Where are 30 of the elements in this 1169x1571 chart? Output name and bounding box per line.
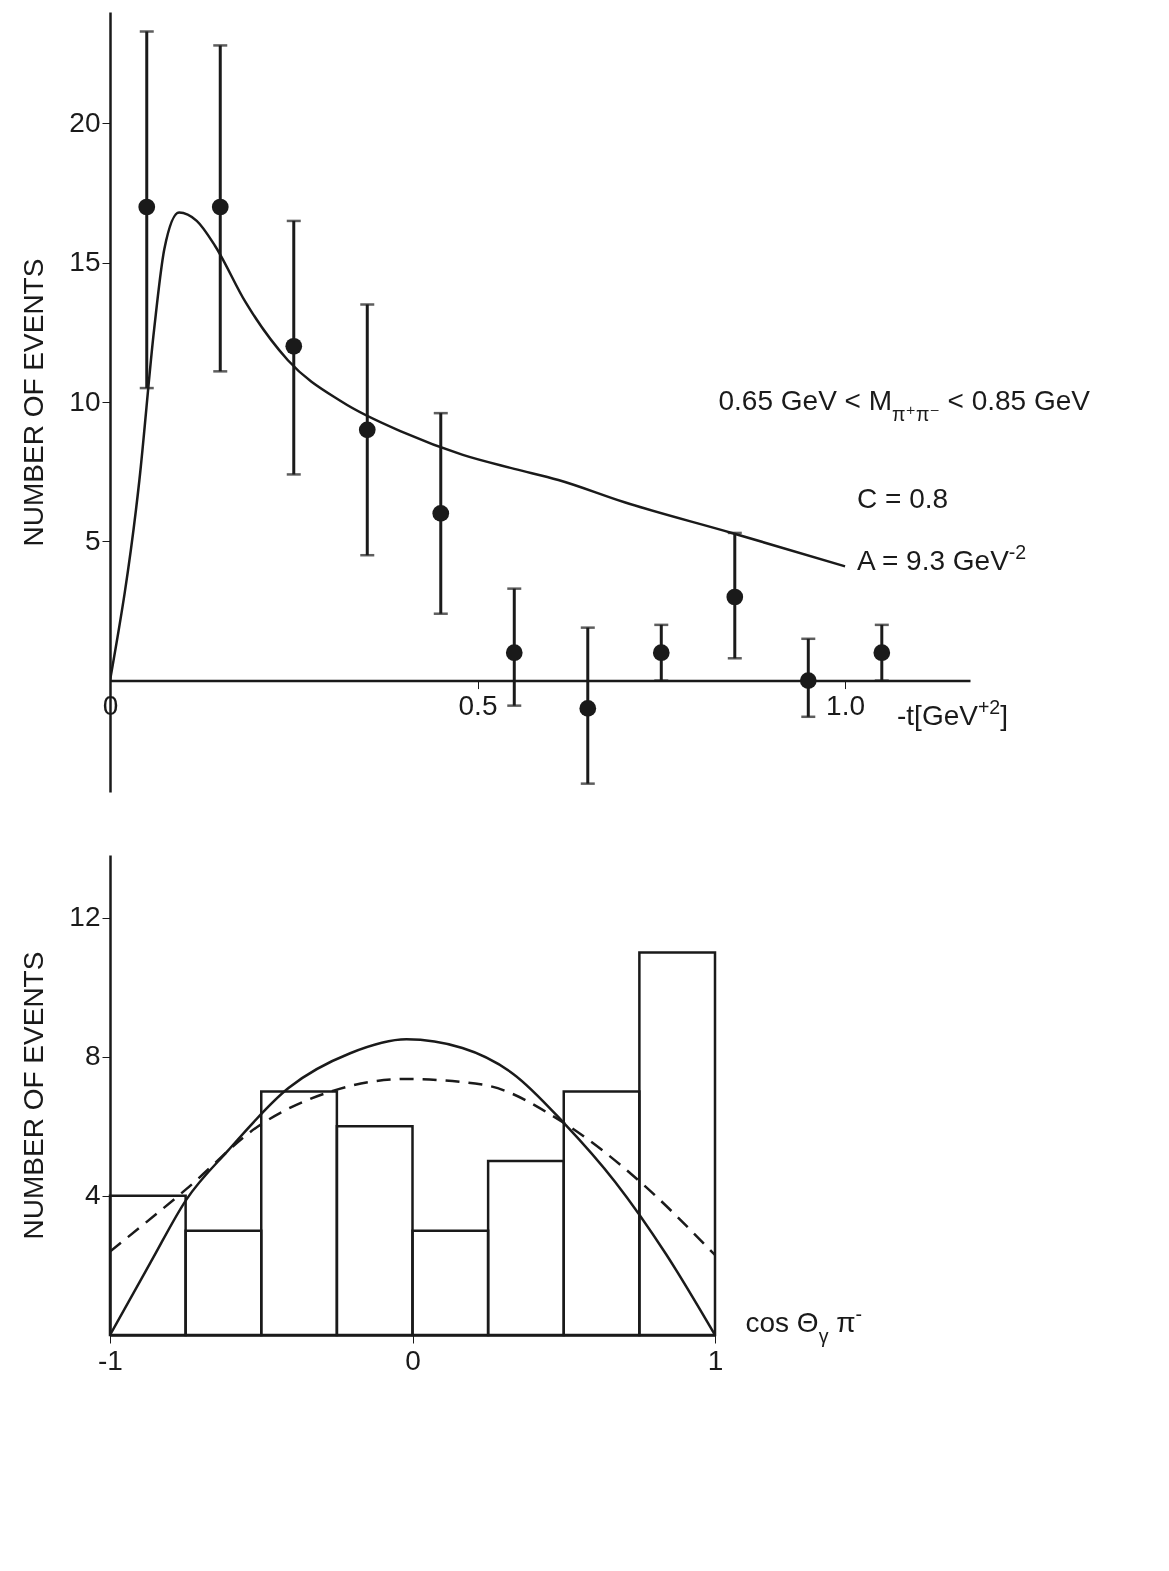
- point: [285, 337, 303, 355]
- y-tick-label: 10: [69, 385, 101, 417]
- y-tick-label: 20: [69, 106, 101, 138]
- annotation: C = 0.8: [857, 483, 949, 515]
- x-tick-label: 0: [405, 1344, 421, 1376]
- point: [138, 198, 156, 216]
- x-tick-label: -1: [98, 1344, 123, 1376]
- point: [726, 588, 744, 606]
- point: [579, 700, 597, 717]
- point: [505, 644, 523, 662]
- point: [873, 644, 891, 662]
- x-axis-title: -t[GeV$^{+2}$]: [897, 696, 1009, 732]
- y-tick-label: 12: [69, 901, 101, 933]
- y-tick-label: 5: [84, 524, 101, 556]
- x-tick-label: 1.0: [826, 690, 866, 722]
- annotation: 0.65 GeV < M$_{π⁺π⁻}$ < 0.85 GeV: [718, 385, 1091, 425]
- y-tick-label: 15: [69, 246, 101, 278]
- point: [432, 505, 450, 522]
- point: [358, 421, 376, 439]
- annotation: A = 9.3 GeV$^{-2}$: [857, 541, 1027, 577]
- point: [652, 644, 670, 662]
- y-axis-title: NUMBER OF EVENTS: [18, 258, 50, 547]
- x-tick-label: 1: [707, 1344, 724, 1376]
- point: [799, 672, 817, 689]
- y-tick-label: 4: [84, 1179, 101, 1211]
- x-tick-label: 0.5: [458, 690, 498, 722]
- y-tick-label: 8: [84, 1040, 101, 1072]
- point: [211, 198, 229, 216]
- y-axis-title: NUMBER OF EVENTS: [18, 951, 50, 1240]
- x-axis-title: cos Θ$_{γ}$ π$^{-}$: [745, 1302, 863, 1347]
